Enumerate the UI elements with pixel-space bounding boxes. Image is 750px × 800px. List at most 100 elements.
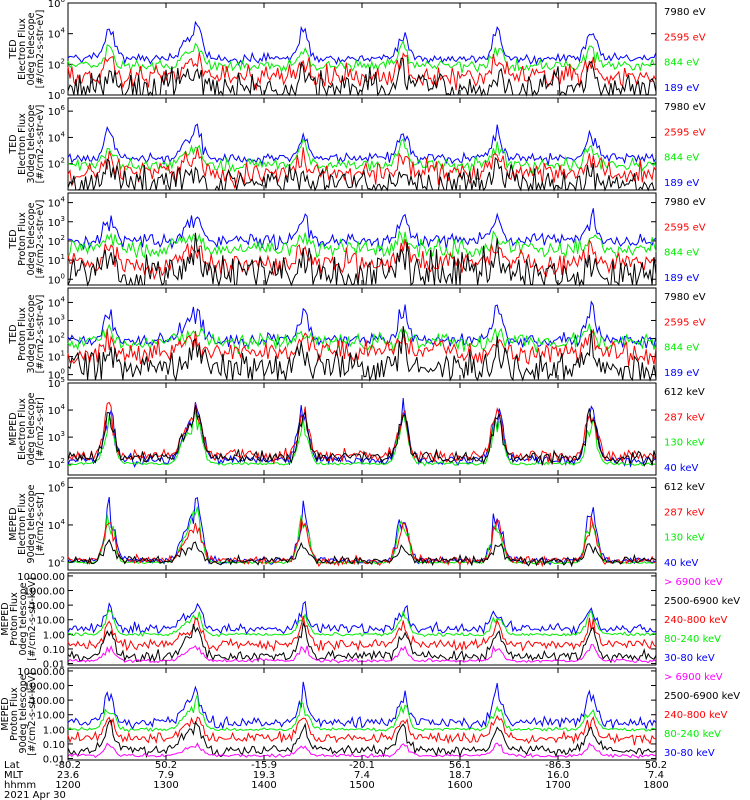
ylabel-line: TED (8, 39, 19, 59)
ytick-label: 1.00 (43, 630, 65, 641)
ytick-label: 102 (48, 57, 65, 71)
ytick-label: 101 (48, 253, 65, 267)
legend-entry: 80-240 keV (664, 634, 721, 645)
series-trace-green (67, 229, 657, 259)
xtick-hhmm: 1300 (153, 780, 178, 791)
series-trace-blue (67, 123, 657, 166)
xtick-mlt: 7.4 (648, 770, 664, 781)
ylabel-line: 90deg telescope (26, 484, 37, 563)
xtick-lat: -15.9 (251, 760, 277, 771)
ytick-label: 104 (48, 403, 66, 417)
series-trace-green (67, 137, 657, 174)
series-trace-black (67, 719, 657, 759)
series-trace-black (67, 538, 657, 568)
legend-entry: 287 keV (664, 412, 705, 423)
series-trace-red (67, 328, 657, 367)
ylabel-line: Proton Flux (17, 307, 28, 361)
legend-entry: 612 keV (664, 387, 705, 398)
legend-entry: 844 eV (664, 153, 699, 164)
ytick-label: 104 (48, 518, 66, 532)
ytick-label: 10000.00 (17, 572, 65, 583)
series-trace-red (67, 147, 657, 190)
ylabel-line: 30deg telescope (26, 104, 37, 183)
legend-entry: 287 keV (664, 507, 705, 518)
ylabel-line: [#/cm2-s-str-eV] (35, 200, 46, 279)
xtick-lat: -86.3 (545, 760, 571, 771)
ylabel-line: TED (8, 229, 19, 249)
legend-entry: > 6900 keV (664, 672, 723, 683)
series-trace-green (67, 410, 656, 467)
legend-entry: 189 eV (664, 83, 699, 94)
ytick-label: 10.00 (36, 711, 65, 722)
ytick-label: 104 (48, 27, 66, 41)
series-trace-green (67, 40, 657, 74)
panel-8: 0.010.101.0010.00100.001000.0010000.00ME… (0, 667, 740, 766)
ytick-label: 105 (48, 376, 65, 390)
legend-entry: 844 eV (664, 343, 699, 354)
series-trace-green (67, 506, 657, 565)
ytick-label: 104 (48, 295, 66, 309)
xtick-mlt: 7.9 (158, 770, 174, 781)
ytick-label: 102 (48, 332, 65, 346)
legend-entry: 7980 eV (664, 292, 706, 303)
panel-frame (67, 572, 657, 666)
ylabel-line: 90deg telescope (18, 674, 29, 753)
ytick-label: 104 (48, 196, 66, 210)
ytick-label: 1000.00 (24, 682, 65, 693)
ytick-label: 102 (48, 555, 65, 569)
ylabel-line: MEPED (8, 412, 19, 445)
ylabel-line: Electron Flux (17, 493, 28, 555)
series-trace-blue (67, 397, 657, 468)
ytick-label: 0.10 (43, 740, 65, 751)
ytick-label: 1.00 (43, 725, 65, 736)
series-trace-blue (67, 600, 657, 635)
legend-entry: 130 keV (664, 438, 705, 449)
legend-entry: 30-80 keV (664, 653, 715, 664)
series-trace-red (67, 52, 657, 91)
ytick-label: 102 (48, 457, 65, 471)
ytick-label: 100.00 (30, 601, 65, 612)
ylabel-line: 0deg telescope (26, 202, 37, 275)
ylabel-line: Proton Flux (9, 687, 20, 741)
series-trace-black (67, 405, 657, 467)
ytick-label: 100 (48, 272, 65, 286)
xtick-lat: -80.2 (55, 760, 81, 771)
series-trace-green (67, 694, 657, 733)
ytick-label: 102 (48, 157, 65, 171)
ytick-label: 106 (48, 0, 66, 10)
xtick-mlt: 23.6 (57, 770, 79, 781)
xtick-mlt: 18.7 (449, 770, 471, 781)
legend-entry: 240-800 keV (664, 615, 728, 626)
series-trace-blue (67, 681, 657, 731)
series-trace-blue (68, 208, 657, 252)
ylabel-line: [#/cm2-s-str-keV] (27, 577, 38, 661)
ylabel-line: 0deg telescope (26, 392, 37, 465)
ylabel-line: TED (8, 134, 19, 154)
ylabel-line: 0deg telescope (26, 12, 37, 85)
ylabel-line: MEPED (8, 507, 19, 540)
ylabel-line: [#/cm2-s-str] (35, 397, 46, 460)
legend-entry: 7980 eV (664, 7, 706, 18)
panel-7: 0.010.101.0010.00100.001000.0010000.00ME… (0, 572, 740, 671)
ylabel-line: [#/cm2-s-str-keV] (27, 672, 38, 756)
xtick-hhmm: 1500 (349, 780, 374, 791)
ylabel-line: 30deg telescope (26, 294, 37, 373)
ytick-label: 0.01 (43, 755, 65, 766)
xaxis-row-label: Lat (4, 760, 20, 771)
legend-entry: 2595 eV (664, 222, 706, 233)
legend-entry: 40 keV (664, 463, 698, 474)
series-trace-green (67, 609, 657, 638)
ytick-label: 1000.00 (24, 587, 65, 598)
ytick-label: 10000.00 (17, 667, 65, 678)
ylabel-line: Electron Flux (17, 398, 28, 460)
ylabel-line: MEPED (0, 697, 11, 730)
ylabel-line: [#/cm2-s-str] (35, 492, 46, 555)
series-trace-black (67, 326, 657, 382)
